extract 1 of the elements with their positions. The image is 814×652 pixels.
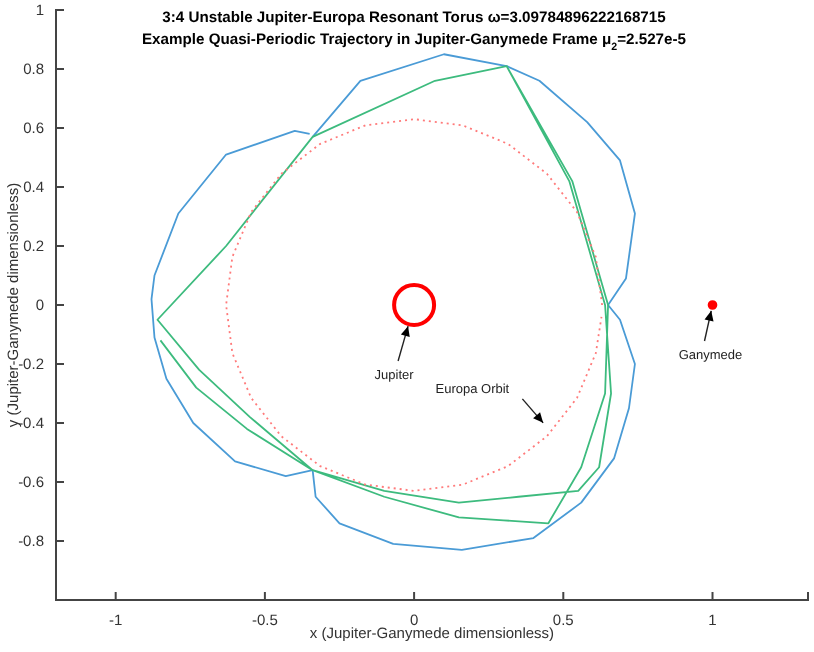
line-series [225,118,603,492]
